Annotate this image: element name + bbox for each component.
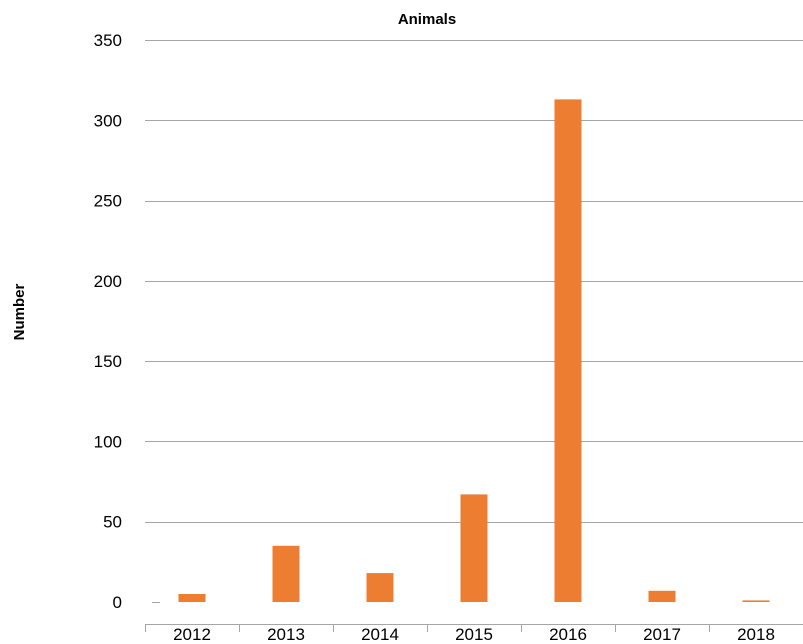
x-tick-label-2017: 2017	[643, 625, 681, 644]
x-tick-label-2015: 2015	[455, 625, 493, 644]
y-tick-label-50: 50	[103, 513, 122, 532]
chart-title: Animals	[398, 11, 456, 28]
y-axis-ticks: 0 50 100 150 200 250 300 350	[94, 31, 122, 612]
bar-2018	[742, 600, 770, 602]
bars	[178, 99, 770, 603]
x-tick-label-2014: 2014	[361, 625, 399, 644]
bar-2016	[554, 99, 582, 603]
bar-2015	[460, 494, 488, 602]
gridlines	[145, 40, 803, 603]
y-tick-label-250: 250	[94, 192, 122, 211]
bar-2012	[178, 594, 206, 602]
bar-2017	[648, 590, 676, 602]
x-tick-label-2016: 2016	[549, 625, 587, 644]
x-tick-label-2012: 2012	[173, 625, 211, 644]
x-axis: 2012 2013 2014 2015 2016 2017 2018	[145, 624, 803, 644]
y-tick-label-100: 100	[94, 432, 122, 451]
x-tick-label-2013: 2013	[267, 625, 305, 644]
y-tick-label-350: 350	[94, 31, 122, 50]
bar-2014	[366, 573, 394, 602]
bar-2013	[272, 545, 300, 602]
x-tick-label-2018: 2018	[737, 625, 775, 644]
y-tick-label-150: 150	[94, 352, 122, 371]
y-tick-label-200: 200	[94, 272, 122, 291]
y-tick-label-0: 0	[113, 593, 122, 612]
y-axis-title: Number	[11, 284, 28, 341]
y-tick-label-300: 300	[94, 111, 122, 130]
